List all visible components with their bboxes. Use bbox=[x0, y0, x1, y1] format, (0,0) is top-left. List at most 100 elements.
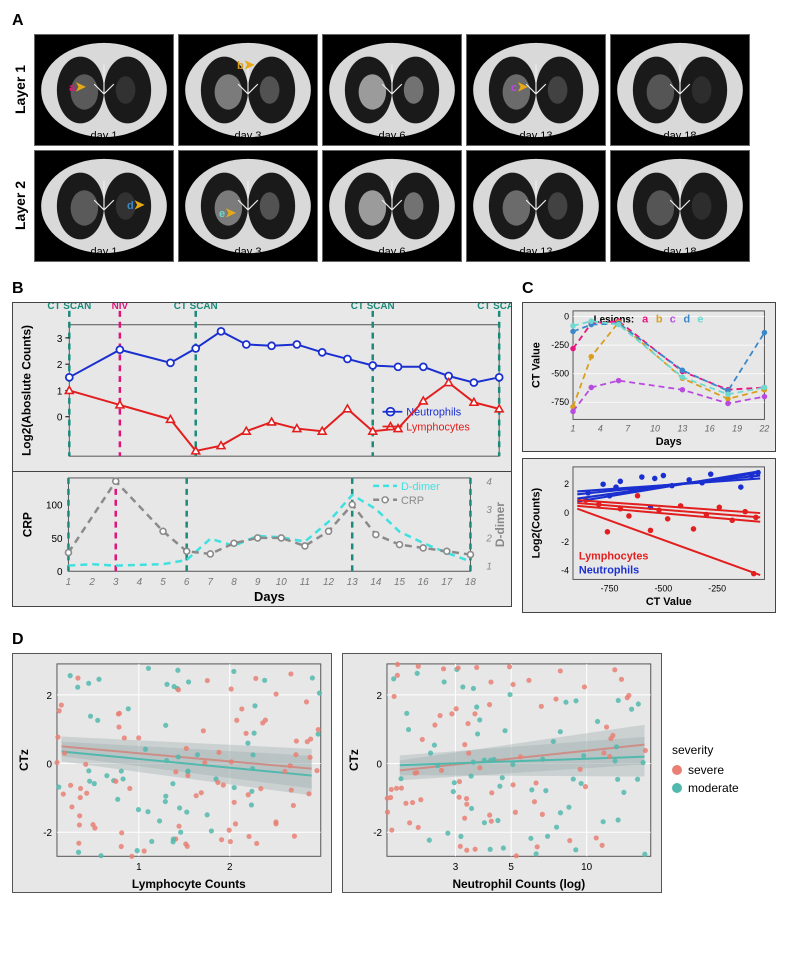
panel-b-top-chart: CT SCANCT SCANCT SCANCT SCANNIV0123Log2(… bbox=[12, 302, 512, 472]
svg-text:D-dimer: D-dimer bbox=[401, 481, 440, 493]
ct-scan-image: day 18 bbox=[610, 150, 750, 262]
ct-scan-image: day 13 c➤ bbox=[466, 34, 606, 146]
svg-text:CT SCAN: CT SCAN bbox=[351, 303, 395, 312]
ct-scan-image: day 18 bbox=[610, 34, 750, 146]
lesion-marker-e: e➤ bbox=[219, 205, 236, 221]
ct-scan-image: day 1 a➤ bbox=[34, 34, 174, 146]
svg-text:3: 3 bbox=[486, 505, 492, 516]
svg-text:1: 1 bbox=[57, 386, 63, 397]
svg-text:2: 2 bbox=[227, 862, 233, 873]
svg-text:Days: Days bbox=[656, 436, 682, 448]
svg-text:0: 0 bbox=[57, 413, 63, 424]
ct-day-label: day 3 bbox=[235, 130, 262, 142]
svg-text:4: 4 bbox=[598, 423, 603, 433]
svg-text:1: 1 bbox=[136, 862, 142, 873]
svg-text:1: 1 bbox=[571, 423, 576, 433]
svg-text:CT SCAN: CT SCAN bbox=[477, 303, 511, 312]
svg-text:Neutrophils: Neutrophils bbox=[579, 565, 639, 577]
svg-text:0: 0 bbox=[376, 760, 382, 771]
svg-text:-2: -2 bbox=[373, 828, 382, 839]
svg-text:9: 9 bbox=[255, 577, 261, 588]
svg-text:Log2(Aboslute Counts): Log2(Aboslute Counts) bbox=[20, 325, 34, 456]
svg-text:100: 100 bbox=[46, 501, 63, 512]
panel-d-right-chart: -2023510CTzNeutrophil Counts (log) bbox=[342, 653, 662, 893]
svg-text:2: 2 bbox=[376, 691, 382, 702]
panel-c-top-chart: 0-250-500-7501471013161922CT ValueDaysLe… bbox=[522, 302, 776, 452]
ct-scan-grid: Layer 1day 1a➤day 3b➤day 6day 13c➤day 18… bbox=[12, 34, 776, 262]
lesion-marker-c: c➤ bbox=[511, 79, 528, 95]
svg-text:CRP: CRP bbox=[21, 512, 35, 537]
svg-text:0: 0 bbox=[57, 567, 63, 578]
svg-text:CTz: CTz bbox=[347, 749, 361, 771]
svg-text:17: 17 bbox=[441, 577, 453, 588]
svg-text:e: e bbox=[697, 314, 703, 326]
panel-d-legend: severity severe moderate bbox=[672, 653, 739, 799]
ct-day-label: day 13 bbox=[519, 246, 552, 258]
svg-text:c: c bbox=[670, 314, 676, 326]
legend-item-severe: severe bbox=[672, 763, 739, 777]
svg-text:18: 18 bbox=[465, 577, 477, 588]
panel-b-label: B bbox=[12, 280, 512, 298]
ct-row-label: Layer 2 bbox=[12, 181, 30, 230]
svg-text:CT SCAN: CT SCAN bbox=[174, 303, 218, 312]
svg-text:CT Value: CT Value bbox=[646, 596, 692, 608]
svg-text:2: 2 bbox=[485, 533, 492, 544]
svg-text:2: 2 bbox=[564, 479, 569, 489]
svg-text:12: 12 bbox=[323, 577, 335, 588]
svg-text:1: 1 bbox=[486, 562, 492, 573]
svg-text:d: d bbox=[684, 314, 691, 326]
lesion-marker-d: d➤ bbox=[127, 197, 145, 213]
svg-text:3: 3 bbox=[453, 862, 459, 873]
svg-text:11: 11 bbox=[300, 577, 310, 588]
svg-text:2: 2 bbox=[88, 577, 95, 588]
legend-title: severity bbox=[672, 743, 739, 757]
panel-a-label: A bbox=[12, 12, 776, 30]
svg-text:Lymphocyte Counts: Lymphocyte Counts bbox=[132, 877, 246, 891]
ct-day-label: day 6 bbox=[379, 130, 406, 142]
svg-text:-4: -4 bbox=[561, 566, 569, 576]
svg-text:NIV: NIV bbox=[112, 303, 129, 312]
svg-text:Lymphocytes: Lymphocytes bbox=[579, 551, 649, 563]
ct-scan-image: day 6 bbox=[322, 34, 462, 146]
ct-day-label: day 1 bbox=[91, 130, 118, 142]
ct-day-label: day 18 bbox=[663, 246, 696, 258]
legend-item-moderate: moderate bbox=[672, 781, 739, 795]
ct-scan-image: day 6 bbox=[322, 150, 462, 262]
svg-text:5: 5 bbox=[160, 577, 166, 588]
svg-text:19: 19 bbox=[732, 423, 742, 433]
svg-text:CT SCAN: CT SCAN bbox=[47, 303, 91, 312]
svg-text:-500: -500 bbox=[551, 369, 569, 379]
ct-day-label: day 3 bbox=[235, 246, 262, 258]
svg-text:3: 3 bbox=[57, 334, 63, 345]
ct-scan-image: day 3 e➤ bbox=[178, 150, 318, 262]
svg-text:D-dimer: D-dimer bbox=[493, 502, 507, 547]
svg-text:-500: -500 bbox=[654, 583, 672, 593]
svg-text:CRP: CRP bbox=[401, 495, 424, 507]
svg-text:Lymphocytes: Lymphocytes bbox=[406, 421, 470, 433]
svg-text:2: 2 bbox=[46, 691, 52, 702]
svg-text:-250: -250 bbox=[708, 583, 726, 593]
svg-text:6: 6 bbox=[184, 577, 190, 588]
svg-text:50: 50 bbox=[51, 534, 63, 545]
lesion-marker-a: a➤ bbox=[69, 79, 86, 95]
panel-b-bottom-chart: 050100CRP1234D-dimer12345678910111213141… bbox=[12, 472, 512, 607]
lesion-marker-b: b➤ bbox=[237, 57, 255, 73]
svg-text:Neutrophils: Neutrophils bbox=[406, 407, 461, 419]
panel-c-bottom-chart: -4-202-750-500-250Log2(Counts)CT ValueLy… bbox=[522, 458, 776, 613]
panel-d-label: D bbox=[12, 631, 776, 649]
svg-text:0: 0 bbox=[564, 312, 569, 322]
svg-text:-2: -2 bbox=[43, 828, 52, 839]
svg-text:4: 4 bbox=[137, 577, 143, 588]
ct-scan-image: day 1d➤ bbox=[34, 150, 174, 262]
ct-day-label: day 6 bbox=[379, 246, 406, 258]
svg-text:22: 22 bbox=[759, 423, 770, 433]
ct-day-label: day 18 bbox=[663, 130, 696, 142]
svg-text:13: 13 bbox=[347, 577, 359, 588]
ct-scan-image: day 3 b➤ bbox=[178, 34, 318, 146]
ct-day-label: day 13 bbox=[519, 130, 552, 142]
svg-text:0: 0 bbox=[564, 508, 569, 518]
svg-text:CTz: CTz bbox=[17, 749, 31, 771]
svg-text:14: 14 bbox=[370, 577, 382, 588]
svg-text:13: 13 bbox=[677, 423, 687, 433]
svg-text:7: 7 bbox=[625, 423, 631, 433]
